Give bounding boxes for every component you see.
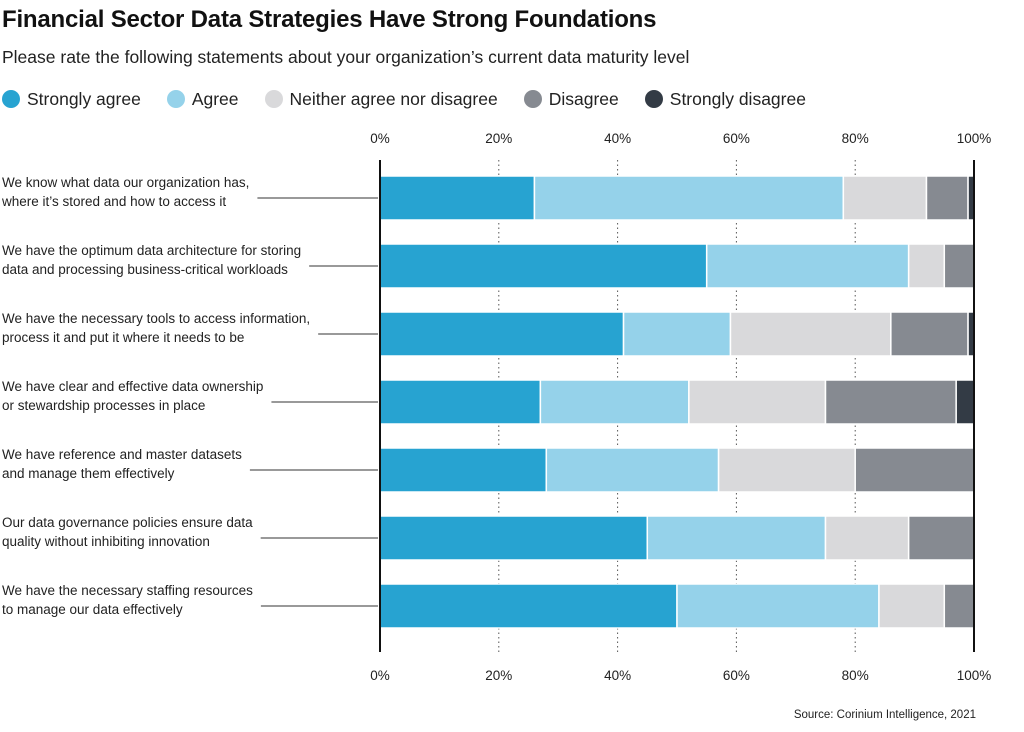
bar-segment	[379, 447, 548, 493]
bar-segment	[688, 379, 827, 425]
category-label: data and processing business-critical wo…	[2, 262, 288, 277]
bar-segment	[907, 515, 975, 561]
bar-segment	[925, 175, 969, 221]
bar-segment	[955, 379, 975, 425]
legend-item: Disagree	[523, 88, 619, 110]
category-label: We know what data our organization has,	[2, 175, 249, 190]
legend-item: Strongly agree	[2, 89, 141, 110]
legend-swatch	[2, 90, 20, 108]
category-label: We have the necessary tools to access in…	[2, 311, 310, 326]
bar-segment	[854, 447, 975, 493]
x-tick-label-top: 100%	[957, 131, 992, 146]
bar-segment	[379, 311, 625, 357]
chart-title: Financial Sector Data Strategies Have St…	[2, 6, 657, 33]
x-tick-label-bottom: 20%	[485, 668, 512, 683]
bar-segment	[890, 311, 969, 357]
legend-swatch	[264, 90, 283, 108]
legend-item: Neither agree nor disagree	[264, 88, 498, 110]
legend: Strongly agree Agree Neither agree nor dis…	[2, 88, 832, 110]
legend-label: Disagree	[548, 88, 619, 109]
category-label: where it’s stored and how to access it	[1, 194, 226, 209]
legend-label: Strongly disagree	[669, 88, 806, 109]
bar-segment	[907, 243, 946, 289]
category-label: We have reference and master datasets	[2, 447, 242, 462]
bar-segment	[545, 447, 720, 493]
legend-swatch	[166, 90, 185, 108]
bar-segment	[824, 379, 957, 425]
x-tick-label-bottom: 80%	[842, 668, 869, 683]
legend-swatch	[644, 90, 663, 108]
category-label: We have the necessary staffing resources	[2, 583, 253, 598]
category-label: quality without inhibiting innovation	[2, 534, 210, 549]
legend-swatch	[523, 90, 542, 108]
legend-label: Strongly agree	[27, 88, 141, 109]
bar-segment	[878, 583, 946, 629]
x-tick-label-top: 80%	[842, 131, 869, 146]
source-note: Source: Corinium Intelligence, 2021	[793, 709, 976, 721]
x-tick-label-bottom: 0%	[370, 668, 390, 683]
x-tick-label-top: 40%	[604, 131, 631, 146]
bar-segment	[622, 311, 732, 357]
bar-segment	[646, 515, 827, 561]
bar-segment	[676, 583, 880, 629]
bar-segment	[539, 379, 690, 425]
bar-segment	[717, 447, 856, 493]
bar-segment	[842, 175, 928, 221]
category-label: process it and put it where it needs to …	[2, 330, 244, 345]
bar-segment	[729, 311, 892, 357]
category-label: We have clear and effective data ownersh…	[2, 379, 263, 394]
legend-label: Agree	[191, 88, 239, 109]
bar-segment	[379, 379, 542, 425]
x-tick-label-top: 20%	[485, 131, 512, 146]
category-label: and manage them effectively	[2, 466, 175, 481]
bar-segment	[533, 175, 845, 221]
x-tick-label-bottom: 100%	[957, 668, 992, 683]
bar-segment	[705, 243, 910, 289]
bar-segment	[943, 583, 975, 629]
category-label: or stewardship processes in place	[2, 398, 205, 413]
x-tick-label-top: 0%	[370, 131, 390, 146]
chart-subtitle: Please rate the following statements abo…	[2, 47, 690, 67]
category-label: We have the optimum data architecture fo…	[2, 243, 301, 258]
legend-label: Neither agree nor disagree	[289, 88, 498, 109]
bar-segment	[379, 243, 708, 289]
category-label: to manage our data effectively	[2, 602, 183, 617]
legend-item: Strongly disagree	[644, 88, 806, 110]
category-label: Our data governance policies ensure data	[2, 515, 253, 530]
bar-segment	[824, 515, 910, 561]
x-tick-label-bottom: 60%	[723, 668, 750, 683]
bar-segment	[379, 515, 649, 561]
bar-segment	[379, 175, 536, 221]
bar-segment	[943, 243, 975, 289]
x-tick-label-top: 60%	[723, 131, 750, 146]
bar-segment	[379, 583, 678, 629]
legend-item: Agree	[166, 88, 239, 110]
x-tick-label-bottom: 40%	[604, 668, 631, 683]
